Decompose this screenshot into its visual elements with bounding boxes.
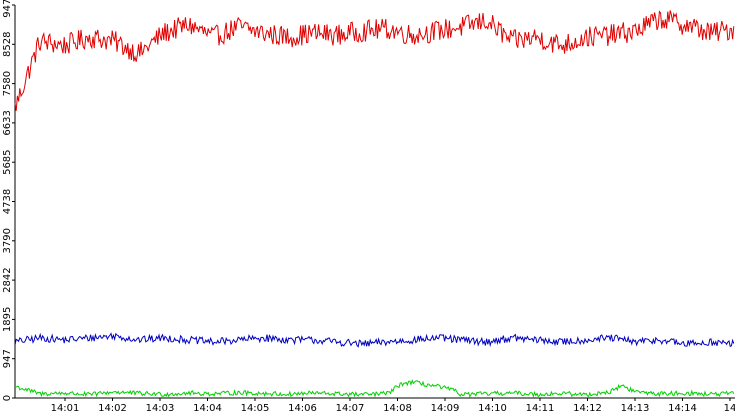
x-tick-label: 14:12	[573, 403, 602, 414]
y-tick-label: 6633	[2, 110, 13, 135]
y-tick-label: 0	[2, 395, 13, 401]
x-tick-label: 14:08	[383, 403, 412, 414]
axes	[14, 5, 735, 399]
x-tick-label: 14:10	[478, 403, 507, 414]
y-tick-label: 2842	[2, 267, 13, 292]
y-tick-label: 3790	[2, 228, 13, 253]
series-line-2	[14, 379, 735, 398]
series-line-0	[14, 10, 735, 111]
x-tick-label: 14:02	[98, 403, 127, 414]
y-tick-label: 947	[2, 349, 13, 368]
x-tick-label: 14	[724, 403, 735, 414]
y-tick-label: 4738	[2, 189, 13, 214]
x-tick-label: 14:09	[431, 403, 460, 414]
series-line-1	[14, 332, 735, 348]
x-tick-label: 14:14	[668, 403, 697, 414]
y-tick-label: 5685	[2, 149, 13, 174]
y-tick-label: 9476	[2, 0, 13, 18]
x-tick-label: 14:04	[193, 403, 222, 414]
x-tick-label: 14:06	[288, 403, 317, 414]
x-tick-label: 14:07	[336, 403, 365, 414]
y-tick-label: 1895	[2, 307, 13, 332]
series-lines	[14, 10, 735, 398]
x-tick-label: 14:05	[241, 403, 270, 414]
x-tick-label: 14:13	[621, 403, 650, 414]
y-axis-ticks: 0 947 1895 2842 3790 4738 5685 6633 7580 8528 9476	[2, 0, 15, 401]
x-tick-label: 14:01	[51, 403, 80, 414]
y-tick-label: 8528	[2, 32, 13, 57]
x-tick-label: 14:11	[526, 403, 555, 414]
x-tick-label: 14:03	[146, 403, 175, 414]
y-tick-label: 7580	[2, 71, 13, 96]
x-axis-ticks: 14:01 14:02 14:03 14:04 14:05 14:06 14:07 14:08…	[51, 398, 735, 414]
